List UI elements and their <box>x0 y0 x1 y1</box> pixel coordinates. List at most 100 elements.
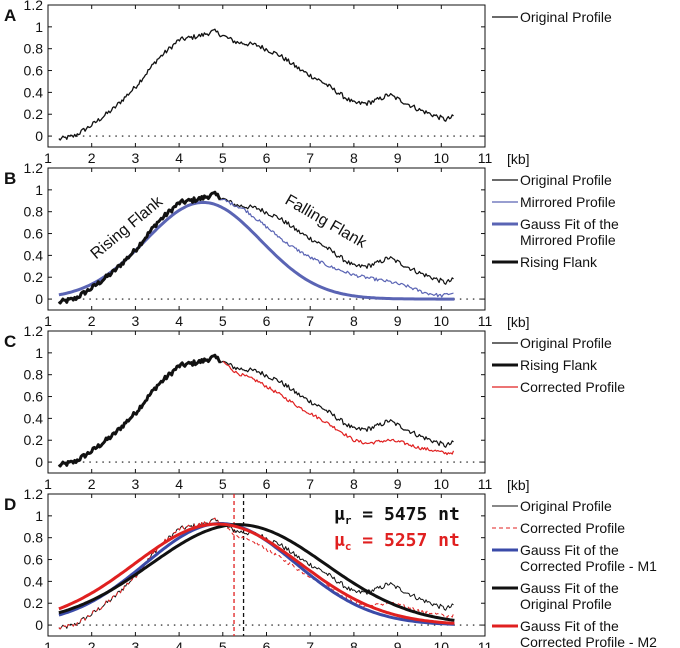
x-tick-label: 7 <box>306 313 314 329</box>
x-tick-label: 10 <box>434 476 450 492</box>
y-tick-label: 0.2 <box>24 595 44 611</box>
y-tick-label: 0 <box>35 617 43 633</box>
x-unit-label: [kb] <box>507 314 530 330</box>
legend-entry: Original Profile <box>520 498 612 514</box>
series-line-gauss <box>58 523 455 622</box>
x-tick-label: 11 <box>478 150 493 166</box>
legend-entry: Gauss Fit of the <box>520 580 619 596</box>
x-tick-label: 4 <box>175 313 183 329</box>
x-tick-label: 9 <box>394 639 402 648</box>
legend-entry: Original Profile <box>520 335 612 351</box>
x-tick-label: 1 <box>44 150 52 166</box>
legend-entry: Corrected Profile <box>520 379 625 395</box>
legend-entry: Rising Flank <box>520 357 598 373</box>
series-line-gauss <box>58 200 455 301</box>
y-tick-label: 0.2 <box>24 269 44 285</box>
x-tick-label: 3 <box>132 639 140 648</box>
y-tick-label: 0.6 <box>24 226 44 242</box>
y-tick-label: 0.6 <box>24 552 44 568</box>
panel-C: 1 2 3 4 5 6 7 8 9 10 1100.20.40.60.811.2C[kb]Origi… <box>4 314 625 492</box>
series-line-orig <box>58 354 454 467</box>
mu-label: μc = 5257 nt <box>334 530 460 553</box>
x-tick-label: 2 <box>88 476 96 492</box>
legend-entry: Mirrored Profile <box>520 232 616 248</box>
y-tick-label: 1.2 <box>24 323 44 339</box>
x-tick-label: 6 <box>263 639 271 648</box>
x-tick-label: 8 <box>350 639 358 648</box>
y-tick-label: 1 <box>35 182 43 198</box>
legend-entry: Original Profile <box>520 596 612 612</box>
y-tick-label: 0.2 <box>24 432 44 448</box>
x-tick-label: 10 <box>434 639 450 648</box>
y-tick-label: 1 <box>35 345 43 361</box>
x-tick-label: 4 <box>175 639 183 648</box>
series-line-gauss <box>58 522 455 625</box>
axes-frame <box>47 4 486 148</box>
x-tick-label: 10 <box>434 313 450 329</box>
y-tick-label: 1 <box>35 19 43 35</box>
y-tick-label: 0.4 <box>24 573 44 589</box>
x-tick-label: 7 <box>306 150 314 166</box>
y-tick-label: 0.4 <box>24 410 44 426</box>
x-tick-label: 6 <box>263 476 271 492</box>
legend-entry: Rising Flank <box>520 254 598 270</box>
axes-frame <box>47 330 486 474</box>
panel-label: C <box>4 332 16 351</box>
x-unit-label: [kb] <box>507 151 530 167</box>
x-tick-label: 11 <box>478 476 493 492</box>
y-tick-label: 0.2 <box>24 106 44 122</box>
y-tick-label: 0 <box>35 454 43 470</box>
x-tick-label: 5 <box>219 476 227 492</box>
x-tick-label: 1 <box>44 476 52 492</box>
x-tick-label: 6 <box>263 150 271 166</box>
legend-entry: Corrected Profile <box>520 520 625 536</box>
y-tick-label: 0 <box>35 291 43 307</box>
y-tick-label: 1.2 <box>24 0 44 13</box>
x-tick-label: 7 <box>306 476 314 492</box>
x-tick-label: 8 <box>350 150 358 166</box>
x-tick-label: 10 <box>434 150 450 166</box>
x-tick-label: 5 <box>219 639 227 648</box>
x-tick-label: 2 <box>88 639 96 648</box>
panel-label: B <box>4 169 16 188</box>
y-tick-label: 1.2 <box>24 160 44 176</box>
panel-A: 1 2 3 4 5 6 7 8 9 10 11 0 0.2 0.4 0.6 0.8 1 1.2 A Original … <box>4 0 612 166</box>
y-tick-label: 0.6 <box>24 63 44 79</box>
panel-label: A <box>4 6 16 25</box>
y-tick-label: 0.8 <box>24 530 44 546</box>
legend-entry: Original Profile <box>520 172 612 188</box>
y-tick-label: 0.8 <box>24 41 44 57</box>
x-tick-label: 2 <box>88 313 96 329</box>
x-tick-label: 8 <box>350 313 358 329</box>
legend-entry: Gauss Fit of the <box>520 216 619 232</box>
y-tick-label: 0.8 <box>24 367 44 383</box>
legend-entry: Gauss Fit of the <box>520 542 619 558</box>
x-tick-label: 11 <box>478 313 493 329</box>
y-tick-label: 0.4 <box>24 84 44 100</box>
x-tick-label: 3 <box>132 150 140 166</box>
x-tick-label: 5 <box>219 313 227 329</box>
x-tick-label: 4 <box>175 476 183 492</box>
x-tick-label: 3 <box>132 313 140 329</box>
x-tick-label: 3 <box>132 476 140 492</box>
legend-entry: Mirrored Profile <box>520 194 616 210</box>
legend-entry: Corrected Profile - M1 <box>520 558 657 574</box>
y-tick-label: 0 <box>35 128 43 144</box>
y-tick-label: 0.8 <box>24 204 44 220</box>
x-tick-label: 9 <box>394 476 402 492</box>
series-line-rising <box>57 190 222 305</box>
x-tick-label: 11 <box>478 639 493 648</box>
x-tick-label: 1 <box>44 639 52 648</box>
y-tick-label: 1.2 <box>24 486 44 502</box>
x-tick-label: 8 <box>350 476 358 492</box>
x-tick-label: 5 <box>219 150 227 166</box>
panel-B: 1 2 3 4 5 6 7 8 9 10 1100.20.40.60.811.2B[kb]Risin… <box>4 151 619 329</box>
x-tick-label: 1 <box>44 313 52 329</box>
mu-label: μr = 5475 nt <box>334 504 460 527</box>
x-unit-label: [kb] <box>507 477 530 493</box>
y-tick-label: 0.4 <box>24 247 44 263</box>
x-tick-label: 7 <box>306 639 314 648</box>
series-line-corrected <box>222 361 455 456</box>
